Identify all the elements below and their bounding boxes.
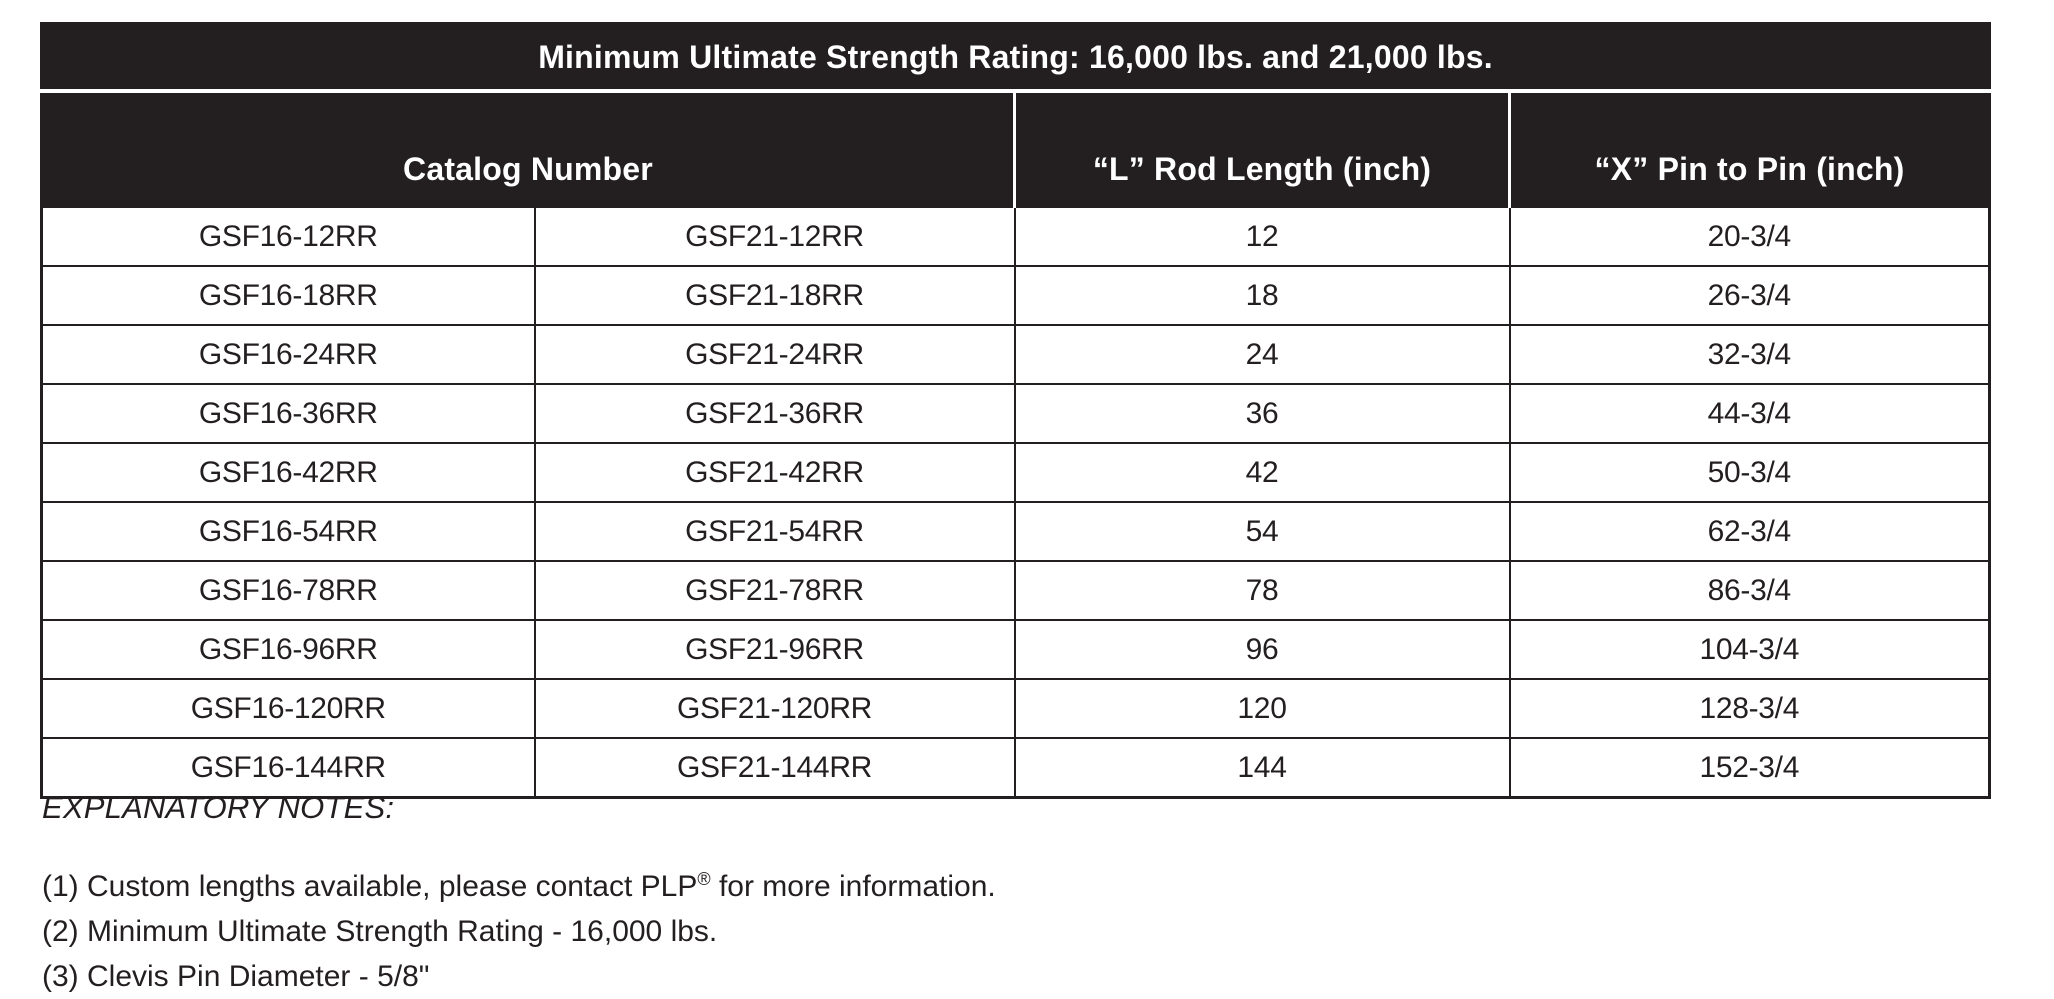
- column-header-pin-to-pin: “X” Pin to Pin (inch): [1507, 91, 1990, 207]
- catalog-number-16k: GSF16-24RR: [40, 324, 536, 385]
- catalog-number-21k: GSF21-144RR: [533, 737, 1016, 799]
- catalog-number-16k: GSF16-42RR: [40, 442, 536, 503]
- pin-to-pin-value: 86-3/4: [1508, 560, 1991, 621]
- rod-length-value: 24: [1013, 324, 1511, 385]
- pin-to-pin-value: 20-3/4: [1508, 206, 1991, 267]
- table-row: GSF16-42RR GSF21-42RR 42 50-3/4: [40, 442, 1991, 503]
- catalog-number-16k: GSF16-18RR: [40, 265, 536, 326]
- explanatory-notes-section: EXPLANATORY NOTES: (1) Custom lengths av…: [42, 790, 1942, 999]
- catalog-number-16k: GSF16-144RR: [40, 737, 536, 799]
- table-title-row: Minimum Ultimate Strength Rating: 16,000…: [41, 23, 1990, 93]
- catalog-number-21k: GSF21-24RR: [533, 324, 1016, 385]
- pin-to-pin-value: 128-3/4: [1508, 678, 1991, 739]
- explanatory-notes-heading: EXPLANATORY NOTES:: [42, 790, 395, 825]
- table-row: GSF16-144RR GSF21-144RR 144 152-3/4: [40, 737, 1991, 799]
- catalog-number-21k: GSF21-120RR: [533, 678, 1016, 739]
- pin-to-pin-value: 32-3/4: [1508, 324, 1991, 385]
- table-row: GSF16-96RR GSF21-96RR 96 104-3/4: [40, 619, 1991, 680]
- table-header-row: Catalog Number “L” Rod Length (inch) “X”…: [41, 91, 1990, 207]
- column-header-catalog-number: Catalog Number: [41, 91, 1015, 207]
- pin-to-pin-value: 62-3/4: [1508, 501, 1991, 562]
- catalog-number-21k: GSF21-42RR: [533, 442, 1016, 503]
- note-text: for more information.: [710, 870, 996, 903]
- table-row: GSF16-120RR GSF21-120RR 120 128-3/4: [40, 678, 1991, 739]
- note-text: (1) Custom lengths available, please con…: [42, 870, 698, 903]
- table-row: GSF16-36RR GSF21-36RR 36 44-3/4: [40, 383, 1991, 444]
- catalog-number-16k: GSF16-12RR: [40, 206, 536, 267]
- catalog-number-21k: GSF21-12RR: [533, 206, 1016, 267]
- table-row: GSF16-18RR GSF21-18RR 18 26-3/4: [40, 265, 1991, 326]
- table-row: GSF16-24RR GSF21-24RR 24 32-3/4: [40, 324, 1991, 385]
- pin-to-pin-value: 152-3/4: [1508, 737, 1991, 799]
- rod-length-value: 54: [1013, 501, 1511, 562]
- note-text: (3) Clevis Pin Diameter - 5/8": [42, 960, 430, 993]
- rod-length-value: 18: [1013, 265, 1511, 326]
- catalog-number-21k: GSF21-18RR: [533, 265, 1016, 326]
- rod-length-value: 12: [1013, 206, 1511, 267]
- note-custom-lengths: (1) Custom lengths available, please con…: [42, 864, 1942, 909]
- catalog-number-16k: GSF16-96RR: [40, 619, 536, 680]
- pin-to-pin-value: 26-3/4: [1508, 265, 1991, 326]
- catalog-number-16k: GSF16-36RR: [40, 383, 536, 444]
- rod-length-value: 36: [1013, 383, 1511, 444]
- pin-to-pin-value: 50-3/4: [1508, 442, 1991, 503]
- rod-length-value: 42: [1013, 442, 1511, 503]
- strength-rating-table: Minimum Ultimate Strength Rating: 16,000…: [40, 22, 1992, 799]
- table-title: Minimum Ultimate Strength Rating: 16,000…: [41, 23, 1990, 93]
- rod-length-value: 78: [1013, 560, 1511, 621]
- table-row: GSF16-12RR GSF21-12RR 12 20-3/4: [40, 206, 1991, 267]
- catalog-number-21k: GSF21-96RR: [533, 619, 1016, 680]
- note-clevis-pin-diameter: (3) Clevis Pin Diameter - 5/8": [42, 954, 1942, 999]
- catalog-number-21k: GSF21-78RR: [533, 560, 1016, 621]
- rod-length-value: 144: [1013, 737, 1511, 799]
- table-row: GSF16-78RR GSF21-78RR 78 86-3/4: [40, 560, 1991, 621]
- table-row: GSF16-54RR GSF21-54RR 54 62-3/4: [40, 501, 1991, 562]
- pin-to-pin-value: 44-3/4: [1508, 383, 1991, 444]
- catalog-number-16k: GSF16-78RR: [40, 560, 536, 621]
- registered-trademark-symbol: ®: [697, 869, 711, 889]
- catalog-number-21k: GSF21-36RR: [533, 383, 1016, 444]
- strength-rating-table-container: Minimum Ultimate Strength Rating: 16,000…: [40, 22, 1992, 799]
- catalog-number-21k: GSF21-54RR: [533, 501, 1016, 562]
- catalog-number-16k: GSF16-120RR: [40, 678, 536, 739]
- rod-length-value: 96: [1013, 619, 1511, 680]
- note-strength-rating: (2) Minimum Ultimate Strength Rating - 1…: [42, 909, 1942, 954]
- pin-to-pin-value: 104-3/4: [1508, 619, 1991, 680]
- catalog-number-16k: GSF16-54RR: [40, 501, 536, 562]
- note-text: (2) Minimum Ultimate Strength Rating - 1…: [42, 915, 718, 948]
- rod-length-value: 120: [1013, 678, 1511, 739]
- column-header-rod-length: “L” Rod Length (inch): [1013, 91, 1510, 207]
